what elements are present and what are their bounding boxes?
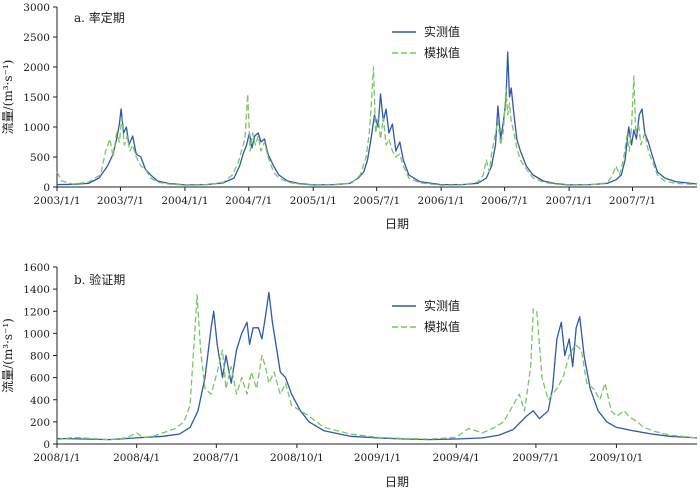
series-line-simulated (56, 294, 698, 441)
y-tick-label: 0 (43, 182, 50, 194)
y-tick-label: 600 (30, 373, 50, 385)
x-tick-label: 2009/7/1 (512, 452, 559, 464)
x-tick-label: 2005/7/1 (353, 195, 400, 207)
legend-label: 模拟值 (424, 319, 460, 334)
y-axis-label: 流量/(m³·s⁻¹) (1, 318, 15, 393)
x-tick-label: 2003/1/1 (33, 195, 80, 207)
y-tick-label: 1000 (23, 122, 50, 134)
x-tick-label: 2006/1/1 (418, 195, 465, 207)
panel-a-calibration-chart: 0 500 1000 1500 2000 2500 3000 2003/1/1 2003/7/1… (1, 2, 698, 231)
x-tick-label: 2004/1/1 (161, 195, 208, 207)
y-tick-label: 1000 (23, 328, 50, 340)
y-tick-label: 800 (30, 351, 50, 363)
legend-label: 模拟值 (424, 45, 460, 60)
x-tick-label: 2009/1/1 (354, 452, 401, 464)
x-tick-label: 2006/7/1 (481, 195, 528, 207)
y-tick-label: 1200 (23, 306, 50, 318)
x-tick-label: 2003/7/1 (97, 195, 144, 207)
x-tick-label: 2005/1/1 (290, 195, 337, 207)
y-tick-label: 400 (30, 395, 50, 407)
x-tick-label: 2007/7/1 (609, 195, 656, 207)
x-tick-label: 2004/7/1 (225, 195, 272, 207)
y-axis-label: 流量/(m³·s⁻¹) (1, 60, 15, 135)
x-tick-label: 2009/4/1 (433, 452, 480, 464)
x-axis-label: 日期 (385, 475, 409, 489)
y-tick-label: 500 (30, 152, 50, 164)
series-line-observed (56, 291, 698, 441)
y-tick-label: 2500 (23, 32, 50, 44)
y-tick-label: 2000 (23, 62, 50, 74)
x-axis-label: 日期 (385, 217, 409, 231)
x-tick-label: 2007/1/1 (545, 195, 592, 207)
x-tick-label: 2008/10/1 (270, 452, 324, 464)
x-tick-label: 2009/10/1 (590, 452, 644, 464)
series-line-observed (56, 51, 698, 186)
x-tick-label: 2008/1/1 (33, 452, 80, 464)
panel-b-validation-chart: 0 200 400 600 800 1000 1200 1400 1600 2008/1/1 200… (1, 262, 698, 489)
legend-label: 实测值 (424, 298, 460, 313)
x-tick-label: 2008/4/1 (113, 452, 160, 464)
y-tick-label: 200 (30, 417, 50, 429)
y-tick-label: 1600 (23, 262, 50, 274)
y-tick-label: 1500 (23, 92, 50, 104)
chart-title: b. 验证期 (74, 272, 125, 287)
legend-label: 实测值 (424, 24, 460, 39)
y-tick-label: 3000 (23, 2, 50, 14)
y-tick-label: 1400 (23, 284, 50, 296)
chart-title: a. 率定期 (74, 10, 125, 25)
series-line-simulated (56, 66, 698, 186)
y-tick-label: 0 (43, 439, 50, 451)
x-tick-label: 2008/7/1 (193, 452, 240, 464)
